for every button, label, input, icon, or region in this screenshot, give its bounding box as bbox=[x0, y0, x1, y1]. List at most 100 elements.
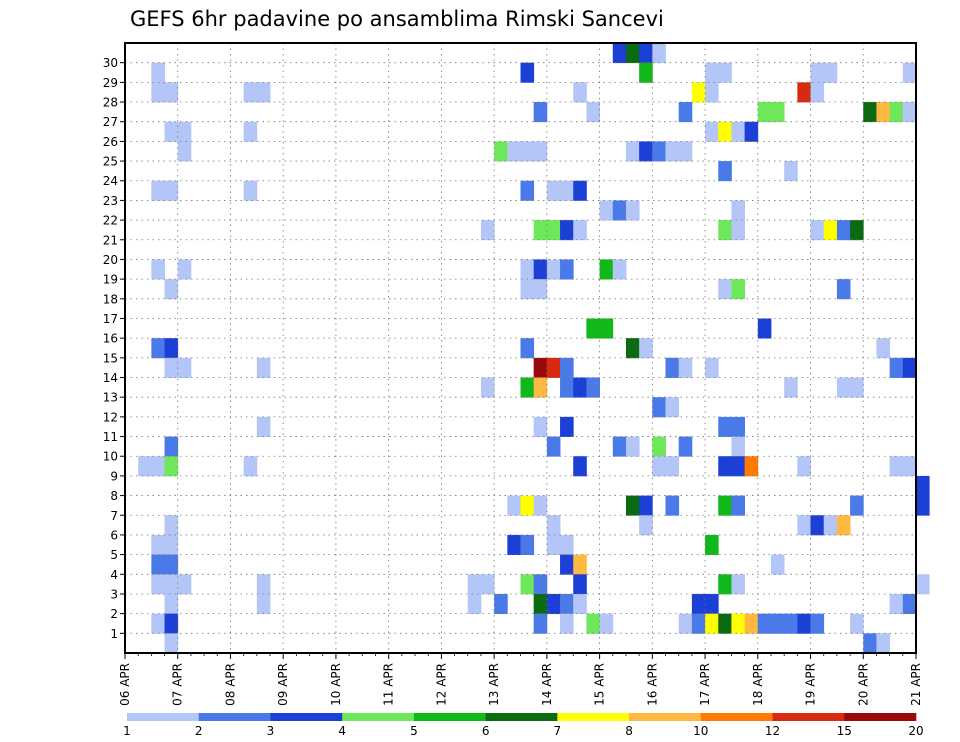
heatmap-cell bbox=[533, 574, 548, 595]
y-tick-label: 28 bbox=[103, 96, 118, 110]
heatmap-cell bbox=[599, 259, 614, 280]
heatmap-cell bbox=[560, 534, 574, 556]
heatmap-cell bbox=[507, 534, 521, 556]
heatmap-cell bbox=[520, 574, 535, 595]
y-tick-label: 16 bbox=[103, 332, 118, 346]
heatmap-cell bbox=[256, 593, 271, 615]
y-tick-label: 26 bbox=[103, 135, 118, 149]
colorbar-swatch bbox=[772, 713, 845, 721]
heatmap-cell bbox=[652, 141, 666, 162]
heatmap-cell bbox=[665, 397, 680, 418]
x-tick-label: 16 APR bbox=[645, 663, 659, 706]
heatmap-cell bbox=[533, 593, 548, 615]
colorbar-swatch bbox=[198, 713, 271, 721]
x-tick-label: 20 APR bbox=[856, 663, 870, 706]
x-tick-label: 08 APR bbox=[223, 663, 237, 706]
heatmap-cell bbox=[243, 180, 258, 201]
heatmap-cell bbox=[836, 515, 851, 536]
heatmap-cell bbox=[731, 121, 746, 142]
heatmap-cell bbox=[151, 574, 165, 595]
heatmap-cell bbox=[507, 141, 521, 162]
heatmap-cell bbox=[705, 593, 719, 615]
colorbar-swatch bbox=[413, 713, 486, 721]
heatmap-cell bbox=[823, 62, 838, 83]
heatmap-cell bbox=[533, 102, 548, 123]
heatmap-cell bbox=[164, 456, 179, 477]
y-tick-label: 13 bbox=[103, 391, 118, 405]
heatmap-cell bbox=[560, 377, 574, 398]
heatmap-cell bbox=[823, 220, 838, 241]
heatmap-cell bbox=[560, 220, 574, 241]
heatmap-cell bbox=[705, 534, 719, 556]
x-tick-label: 09 APR bbox=[276, 663, 290, 706]
heatmap-cell bbox=[652, 456, 666, 477]
colorbar-label: 5 bbox=[410, 724, 418, 738]
heatmap-cell bbox=[863, 102, 877, 123]
heatmap-cell bbox=[164, 279, 179, 300]
heatmap-cell bbox=[151, 180, 165, 201]
heatmap-cell bbox=[850, 377, 864, 398]
colorbar-swatch bbox=[270, 713, 343, 721]
heatmap-cell bbox=[164, 554, 179, 575]
heatmap-cell bbox=[520, 338, 535, 359]
heatmap-cell bbox=[625, 200, 640, 221]
heatmap-cell bbox=[164, 121, 179, 142]
heatmap-cell bbox=[705, 613, 719, 634]
heatmap-cell bbox=[876, 633, 891, 654]
heatmap-cell bbox=[599, 318, 614, 339]
y-tick-label: 14 bbox=[103, 371, 118, 385]
heatmap-cell bbox=[520, 279, 535, 300]
heatmap-cell bbox=[718, 121, 732, 142]
heatmap-cell bbox=[652, 436, 666, 457]
heatmap-cell bbox=[889, 593, 904, 615]
heatmap-cell bbox=[889, 357, 904, 378]
heatmap-cell bbox=[560, 180, 574, 201]
heatmap-cell bbox=[546, 259, 561, 280]
heatmap-cell bbox=[533, 495, 548, 516]
heatmap-cell bbox=[573, 554, 587, 575]
x-tick-label: 07 APR bbox=[171, 663, 185, 706]
heatmap-cell bbox=[718, 161, 732, 182]
colorbar-label: 20 bbox=[908, 724, 923, 738]
x-tick-label: 19 APR bbox=[804, 663, 818, 706]
heatmap-cell bbox=[560, 554, 574, 575]
heatmap-cell bbox=[797, 515, 811, 536]
heatmap-cell bbox=[256, 82, 271, 103]
heatmap-cell bbox=[533, 279, 548, 300]
heatmap-cell bbox=[520, 495, 535, 516]
heatmap-cell bbox=[691, 593, 706, 615]
heatmap-cell bbox=[480, 377, 495, 398]
colorbar-label: 12 bbox=[765, 724, 780, 738]
colorbar-swatch bbox=[700, 713, 773, 721]
heatmap-cell bbox=[810, 62, 825, 83]
heatmap-cell bbox=[164, 180, 179, 201]
y-tick-label: 22 bbox=[103, 214, 118, 228]
heatmap-cell bbox=[744, 613, 759, 634]
heatmap-cell bbox=[731, 220, 746, 241]
heatmap-cell bbox=[560, 613, 574, 634]
y-axis: 1234567891011121314151617181920212223242… bbox=[103, 56, 125, 641]
heatmap-cell bbox=[586, 613, 600, 634]
heatmap-cell bbox=[177, 574, 192, 595]
heatmap-cell bbox=[902, 593, 917, 615]
y-tick-label: 10 bbox=[103, 450, 118, 464]
y-tick-label: 19 bbox=[103, 273, 118, 287]
colorbar-label: 7 bbox=[554, 724, 562, 738]
heatmap-cell bbox=[902, 62, 917, 83]
heatmap-cell bbox=[151, 259, 165, 280]
heatmap-cell bbox=[164, 436, 179, 457]
heatmap-cell bbox=[718, 574, 732, 595]
heatmap-cell bbox=[718, 495, 732, 516]
heatmap-cell bbox=[705, 357, 719, 378]
x-axis: 06 APR 07 APR 08 APR 09 APR 10 APR 11 APR 12 A… bbox=[118, 653, 923, 706]
heatmap-cell bbox=[625, 495, 640, 516]
heatmap-cell bbox=[164, 633, 179, 654]
y-tick-label: 6 bbox=[110, 528, 118, 542]
heatmap-cell bbox=[164, 338, 179, 359]
heatmap-cell bbox=[164, 574, 179, 595]
heatmap-cell bbox=[533, 377, 548, 398]
y-tick-label: 1 bbox=[110, 627, 118, 641]
heatmap-cell bbox=[151, 82, 165, 103]
heatmap-cell bbox=[256, 574, 271, 595]
heatmap-cell bbox=[731, 456, 746, 477]
